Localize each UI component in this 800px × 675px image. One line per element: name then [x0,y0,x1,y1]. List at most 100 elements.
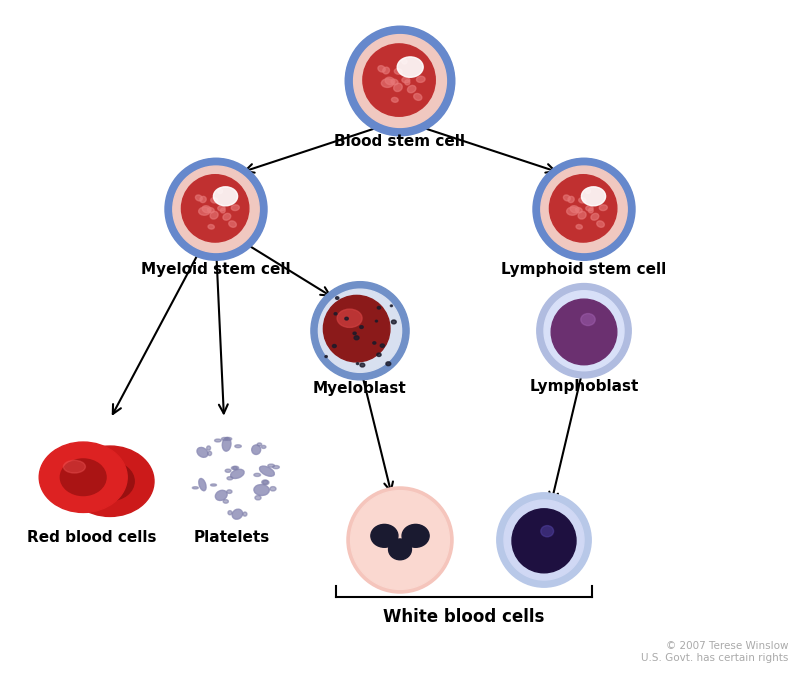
Ellipse shape [197,448,208,457]
Ellipse shape [597,221,604,227]
Ellipse shape [380,344,385,348]
Ellipse shape [60,459,106,495]
Ellipse shape [378,306,381,309]
Ellipse shape [349,30,451,132]
Ellipse shape [214,187,238,206]
Ellipse shape [389,539,411,560]
Ellipse shape [235,445,242,448]
Ellipse shape [257,443,262,446]
Ellipse shape [371,524,398,547]
Ellipse shape [229,221,236,227]
Text: Blood stem cell: Blood stem cell [334,134,466,148]
Ellipse shape [497,493,591,587]
Ellipse shape [378,65,386,72]
Ellipse shape [586,206,593,211]
Ellipse shape [391,97,398,103]
Ellipse shape [533,158,635,261]
Ellipse shape [333,344,336,348]
Ellipse shape [385,77,394,85]
Ellipse shape [394,83,402,92]
Ellipse shape [563,195,570,201]
Text: Red blood cells: Red blood cells [27,530,157,545]
Ellipse shape [375,320,378,322]
Ellipse shape [182,175,249,242]
Ellipse shape [346,26,454,136]
Ellipse shape [228,511,232,515]
Ellipse shape [538,163,630,256]
Ellipse shape [173,166,259,252]
Text: Myeloblast: Myeloblast [313,381,407,396]
Ellipse shape [353,33,447,129]
Ellipse shape [218,188,222,194]
Ellipse shape [221,208,225,213]
Ellipse shape [173,166,259,252]
Ellipse shape [259,466,274,477]
Ellipse shape [231,205,239,211]
Ellipse shape [541,166,627,252]
Ellipse shape [354,34,446,128]
Ellipse shape [273,466,279,468]
Ellipse shape [540,165,628,254]
Ellipse shape [398,57,423,78]
Ellipse shape [170,164,262,254]
Ellipse shape [551,299,617,364]
Text: Platelets: Platelets [194,530,270,545]
Ellipse shape [353,332,356,335]
Ellipse shape [233,466,238,470]
Ellipse shape [405,80,410,85]
Ellipse shape [165,158,267,261]
Ellipse shape [402,524,429,547]
Text: White blood cells: White blood cells [383,608,545,626]
Ellipse shape [550,175,617,242]
Ellipse shape [373,342,376,344]
Ellipse shape [538,164,630,254]
Ellipse shape [391,79,398,85]
Ellipse shape [210,484,217,486]
Ellipse shape [350,31,450,131]
Ellipse shape [226,490,232,493]
Ellipse shape [346,26,454,136]
Ellipse shape [195,195,202,201]
Ellipse shape [544,291,624,371]
Ellipse shape [223,500,228,504]
Ellipse shape [335,297,339,299]
Ellipse shape [218,206,225,211]
Ellipse shape [86,462,134,501]
Ellipse shape [417,76,425,82]
Ellipse shape [210,211,218,219]
Text: Lymphoblast: Lymphoblast [530,379,638,394]
Ellipse shape [207,208,214,213]
Ellipse shape [390,305,393,306]
Ellipse shape [208,452,212,456]
Ellipse shape [262,446,266,448]
Ellipse shape [512,509,576,573]
Ellipse shape [356,362,358,364]
Ellipse shape [270,487,276,491]
Ellipse shape [311,281,409,380]
Ellipse shape [170,163,262,256]
Ellipse shape [578,198,586,203]
Ellipse shape [537,284,631,378]
Ellipse shape [325,356,327,358]
Ellipse shape [66,446,154,516]
Ellipse shape [225,469,231,472]
Ellipse shape [198,207,210,215]
Ellipse shape [599,205,607,211]
Ellipse shape [360,363,365,367]
Ellipse shape [382,79,394,88]
Ellipse shape [394,69,402,74]
Ellipse shape [323,296,390,362]
Ellipse shape [222,437,228,440]
Ellipse shape [576,225,582,229]
Ellipse shape [198,479,206,491]
Ellipse shape [535,161,633,258]
Ellipse shape [591,213,598,220]
Ellipse shape [568,196,574,202]
Ellipse shape [566,207,578,215]
Ellipse shape [575,208,582,213]
Ellipse shape [351,32,449,130]
Ellipse shape [337,309,362,327]
Ellipse shape [346,28,454,134]
Ellipse shape [208,225,214,229]
Ellipse shape [254,473,261,477]
